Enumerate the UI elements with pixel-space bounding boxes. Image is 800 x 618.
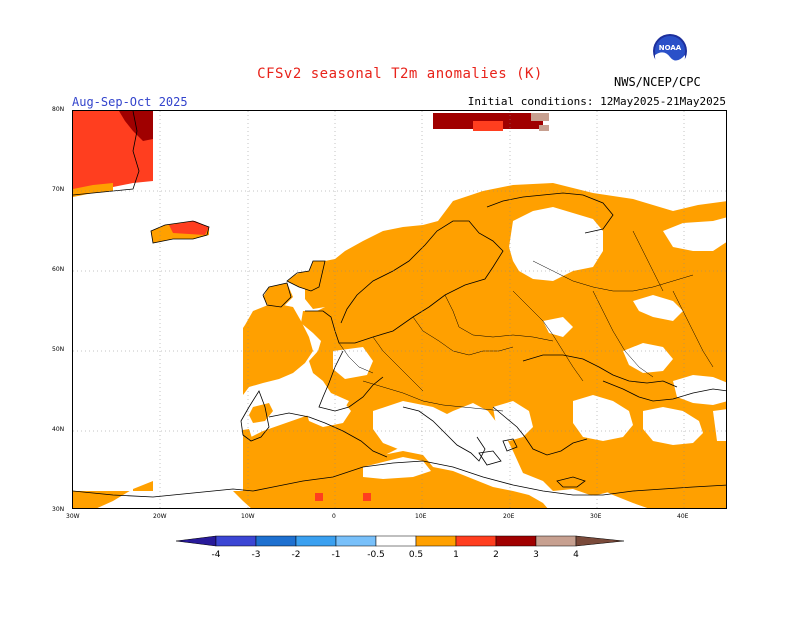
initial-conditions-label: Initial conditions: 12May2025-21May2025 — [467, 95, 726, 108]
lon-label: 0 — [332, 513, 336, 520]
legend-arrow-high — [575, 535, 625, 547]
agency-label: NWS/NCEP/CPC — [614, 75, 701, 89]
greenland-anomaly — [73, 111, 153, 197]
lon-label: 10E — [415, 513, 427, 520]
noaa-logo-text: NOAA — [659, 44, 682, 52]
borders — [338, 230, 714, 412]
legend-label: 0.5 — [409, 550, 423, 560]
graticule — [73, 111, 726, 508]
lon-label: 40E — [677, 513, 689, 520]
chart-title: CFSv2 seasonal T2m anomalies (K) — [257, 66, 543, 82]
lat-label: 30N — [52, 506, 65, 513]
legend-swatch — [415, 535, 457, 547]
legend-swatch — [535, 535, 577, 547]
lat-label: 70N — [52, 186, 65, 193]
map-canvas — [73, 111, 726, 508]
legend-label: -2 — [292, 550, 301, 560]
legend-label: -1 — [332, 550, 341, 560]
legend-swatch — [335, 535, 377, 547]
anomaly-map — [72, 110, 727, 509]
lon-label: 20W — [153, 513, 167, 520]
legend-label: 4 — [573, 550, 579, 560]
legend-swatch — [255, 535, 297, 547]
svalbard-anomaly — [433, 113, 549, 131]
legend-label: -3 — [252, 550, 261, 560]
legend-label: -0.5 — [367, 550, 385, 560]
north-africa-anomaly — [258, 441, 726, 508]
lat-label: 50N — [52, 346, 65, 353]
legend-swatch — [495, 535, 537, 547]
legend-label: 2 — [493, 550, 499, 560]
lat-label: 40N — [52, 426, 65, 433]
white-gaps — [73, 111, 726, 508]
legend-arrow-low — [175, 535, 217, 547]
legend-label: 1 — [453, 550, 459, 560]
lat-label: 60N — [52, 266, 65, 273]
legend-label: 3 — [533, 550, 539, 560]
lon-label: 30W — [66, 513, 80, 520]
noaa-logo-icon: NOAA — [653, 34, 687, 69]
legend-swatch — [375, 535, 417, 547]
lat-label: 80N — [52, 106, 65, 113]
iceland-anomaly — [151, 221, 209, 243]
lon-label: 20E — [503, 513, 515, 520]
legend-label: -4 — [212, 550, 221, 560]
lon-label: 30E — [590, 513, 602, 520]
legend-swatch — [455, 535, 497, 547]
legend-swatch — [295, 535, 337, 547]
red-anomaly-cells — [315, 493, 371, 501]
season-label: Aug-Sep-Oct 2025 — [72, 95, 188, 109]
lon-label: 10W — [241, 513, 255, 520]
legend-swatch — [215, 535, 257, 547]
coastlines — [73, 111, 726, 498]
